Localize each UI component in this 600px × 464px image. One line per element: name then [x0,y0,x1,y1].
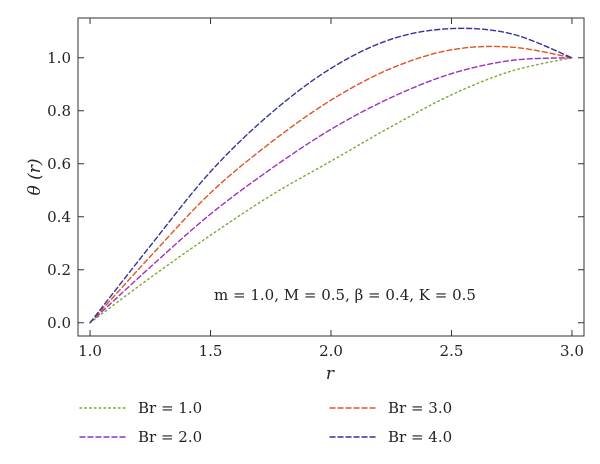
legend-label: Br = 4.0 [388,428,452,446]
legend: Br = 1.0 Br = 3.0 Br = 2.0 Br = 4.0 [79,399,452,446]
axis-ticks: 1.0 1.5 2.0 2.5 3.0 0.0 0.2 0.4 0.6 0.8 1.0 [47,18,584,360]
x-tick-label: 2.0 [319,342,343,360]
legend-label: Br = 3.0 [388,399,452,417]
series-line-2 [89,57,573,324]
y-tick-label: 0.2 [47,261,71,279]
x-axis-label: r [326,364,335,384]
y-axis-label: θ (r) [25,158,45,195]
y-tick-label: 0.8 [47,102,71,120]
y-tick-label: 0.6 [47,155,71,173]
series-lines [89,27,573,324]
y-tick-label: 0.0 [47,314,71,332]
legend-label: Br = 1.0 [138,399,202,417]
series-line-3 [89,45,573,324]
x-tick-label: 2.5 [440,342,464,360]
chart-annotation: m = 1.0, M = 0.5, β = 0.4, K = 0.5 [214,286,476,304]
x-tick-label: 1.5 [199,342,223,360]
series-line-4 [89,27,573,324]
x-tick-label: 1.0 [78,342,102,360]
y-tick-label: 1.0 [47,49,71,67]
series-line-1 [89,57,573,324]
x-tick-label: 3.0 [560,342,584,360]
y-tick-label: 0.4 [47,208,71,226]
legend-label: Br = 2.0 [138,428,202,446]
